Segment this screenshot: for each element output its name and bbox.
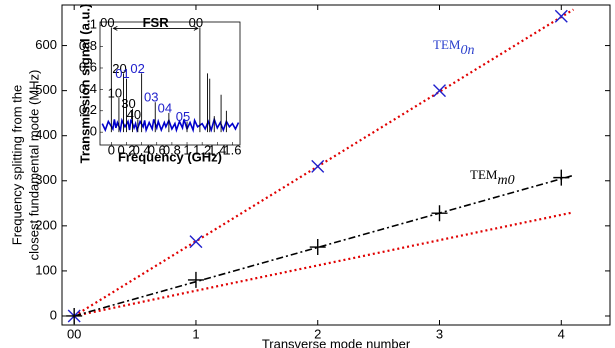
x-tick-label: 3: [436, 326, 443, 341]
peak-label: 10: [108, 85, 122, 100]
inset-x-tick-label: 1.4: [208, 142, 226, 157]
inset-y-tick-label: 1: [90, 17, 97, 32]
inset-y-tick-label: 0.4: [79, 81, 97, 96]
peak-label: 40: [127, 107, 141, 122]
x-axis-label: Transverse mode number: [262, 336, 411, 348]
inset-x-label: Frequency (GHz): [118, 149, 222, 164]
peak-label: 05: [176, 109, 190, 124]
annotation: TEMm0: [470, 167, 515, 188]
y-axis-label: Frequency splitting from the: [9, 85, 24, 245]
peak-label: 20: [112, 61, 126, 76]
inset-x-tick-label: 0.4: [133, 142, 151, 157]
data-marker: [433, 84, 447, 98]
inset-x-tick-label: 0.8: [163, 142, 181, 157]
x-tick-label: 1: [192, 326, 199, 341]
peak-label: 00: [100, 15, 114, 30]
fsr-label: FSR: [143, 15, 170, 30]
data-marker: [431, 205, 448, 222]
y-tick-label: 0: [50, 307, 57, 322]
noise-trace: [101, 116, 240, 134]
x-tick-label: 4: [558, 326, 565, 341]
y-tick-label: 500: [35, 82, 57, 97]
peak-label: 03: [144, 90, 158, 105]
data-marker: [553, 169, 570, 186]
inset-x-tick-label: 0: [108, 142, 115, 157]
annotation-sub: m0: [497, 173, 514, 188]
inset-y-label: Transmission signal (a.u.): [77, 4, 92, 164]
data-marker: [309, 239, 326, 256]
inset-x-tick-label: 1.6: [223, 142, 241, 157]
y-tick-label: 600: [35, 37, 57, 52]
annotation: TEM0n: [433, 37, 474, 58]
annotation-sub: 0n: [460, 43, 474, 58]
y-tick-label: 100: [35, 262, 57, 277]
data-marker: [189, 235, 203, 249]
peak-label: 04: [158, 100, 172, 115]
y-tick-label: 200: [35, 217, 57, 232]
inset-y-tick-label: 0.2: [79, 102, 97, 117]
fit-line: [73, 174, 574, 317]
annotation-base: TEM: [470, 167, 498, 182]
x-tick-label: 00: [67, 326, 81, 341]
peak-label: 30: [121, 96, 135, 111]
inset-y-tick-label: 0: [90, 124, 97, 139]
x-tick-label: 2: [314, 326, 321, 341]
data-marker: [187, 271, 204, 288]
inset-x-tick-label: 1: [183, 142, 190, 157]
data-marker: [66, 307, 83, 324]
y-tick-label: 300: [35, 172, 57, 187]
inset-x-tick-label: 0.6: [148, 142, 166, 157]
fsr-arrow: [112, 26, 199, 31]
data-marker: [554, 9, 568, 23]
data-marker: [311, 159, 325, 173]
y-axis-label: closest fundamental mode (MHz): [26, 70, 41, 261]
peak-label: 01: [115, 66, 129, 81]
inset-x-tick-label: 1.2: [193, 142, 211, 157]
inset-y-tick-label: 0.6: [79, 59, 97, 74]
inset-x-tick-label: 0.2: [117, 142, 135, 157]
annotation-base: TEM: [433, 37, 461, 52]
inset-y-tick-label: 0.8: [79, 38, 97, 53]
peak-label: 02: [130, 61, 144, 76]
peak-label: 00: [189, 15, 203, 30]
y-tick-label: 400: [35, 127, 57, 142]
